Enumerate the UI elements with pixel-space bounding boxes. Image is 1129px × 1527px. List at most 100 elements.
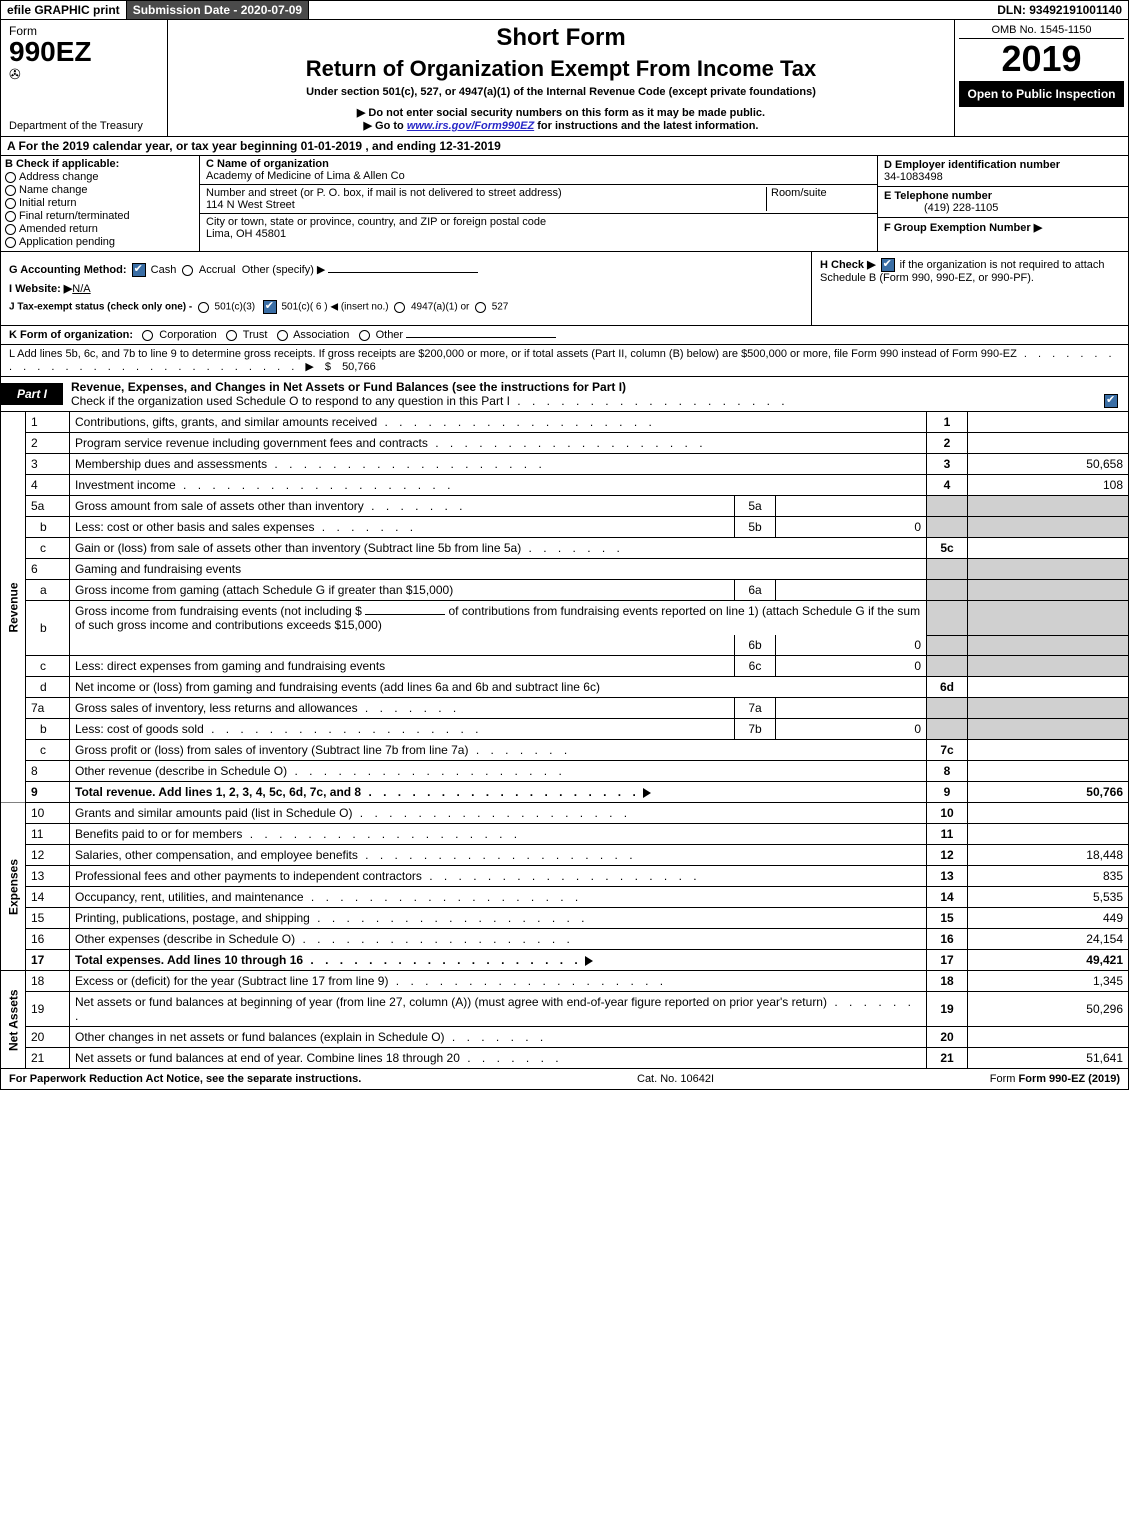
header-center: Short Form Return of Organization Exempt…	[168, 20, 955, 136]
page-footer: For Paperwork Reduction Act Notice, see …	[0, 1069, 1129, 1090]
ln-19-val: 50,296	[968, 992, 1129, 1027]
ln-6a-subval	[776, 580, 927, 601]
part1-label: Part I	[1, 383, 63, 405]
netassets-side-label: Net Assets	[1, 971, 26, 1069]
ln-1-val	[968, 412, 1129, 433]
line-g: G Accounting Method: Cash Accrual Other …	[9, 263, 803, 277]
ln-20-val	[968, 1027, 1129, 1048]
opt-final-return[interactable]: Final return/terminated	[5, 210, 195, 222]
irs-link[interactable]: www.irs.gov/Form990EZ	[407, 120, 534, 132]
form-number: 990EZ	[9, 38, 159, 66]
ln-14-box: 14	[927, 887, 968, 908]
circle-icon	[5, 198, 16, 209]
street-address: 114 N West Street	[206, 199, 295, 211]
col-b-checkboxes: B Check if applicable: Address change Na…	[1, 156, 200, 251]
check-icon	[1104, 394, 1118, 408]
top-bar: efile GRAPHIC print Submission Date - 20…	[0, 0, 1129, 20]
ln-4-desc: Investment income . . . . . . . . . . . …	[70, 475, 927, 496]
paperwork-notice: For Paperwork Reduction Act Notice, see …	[9, 1073, 361, 1085]
ln-3-desc: Membership dues and assessments . . . . …	[70, 454, 927, 475]
c-label: C Name of organization	[206, 158, 329, 170]
submission-date: Submission Date - 2020-07-09	[127, 1, 309, 19]
ln-5b-desc: Less: cost or other basis and sales expe…	[70, 517, 735, 538]
under-section: Under section 501(c), 527, or 4947(a)(1)…	[176, 86, 946, 98]
ln-6c-desc: Less: direct expenses from gaming and fu…	[70, 656, 735, 677]
circle-icon	[5, 224, 16, 235]
opt-address-change[interactable]: Address change	[5, 171, 195, 183]
short-form-title: Short Form	[176, 24, 946, 52]
opt-application-pending[interactable]: Application pending	[5, 236, 195, 248]
line-l: L Add lines 5b, 6c, and 7b to line 9 to …	[0, 345, 1129, 377]
ln-1-num: 1	[26, 412, 70, 433]
addr-label: Number and street (or P. O. box, if mail…	[206, 187, 562, 199]
check-icon	[881, 258, 895, 272]
ln-18-val: 1,345	[968, 971, 1129, 992]
ln-15-box: 15	[927, 908, 968, 929]
ein: 34-1083498	[884, 171, 943, 183]
ln-5b-subval: 0	[776, 517, 927, 538]
ln-15-val: 449	[968, 908, 1129, 929]
efile-label[interactable]: efile GRAPHIC print	[1, 1, 127, 19]
ln-5c-val	[968, 538, 1129, 559]
ln-16-box: 16	[927, 929, 968, 950]
ln-8-box: 8	[927, 761, 968, 782]
e-label: E Telephone number	[884, 190, 992, 202]
ln-14-desc: Occupancy, rent, utilities, and maintena…	[70, 887, 927, 908]
line-i: I Website: ▶N/A	[9, 282, 803, 295]
ln-1-desc: Contributions, gifts, grants, and simila…	[70, 412, 927, 433]
circle-icon	[359, 330, 370, 341]
circle-icon	[5, 211, 16, 222]
ln-12-desc: Salaries, other compensation, and employ…	[70, 845, 927, 866]
room-suite: Room/suite	[766, 187, 871, 211]
ln-7a-desc: Gross sales of inventory, less returns a…	[70, 698, 735, 719]
ln-7a-sub: 7a	[735, 698, 776, 719]
ln-20-desc: Other changes in net assets or fund bala…	[70, 1027, 927, 1048]
ln-18-box: 18	[927, 971, 968, 992]
ln-5c-desc: Gain or (loss) from sale of assets other…	[70, 538, 927, 559]
circle-icon	[277, 330, 288, 341]
ln-18-desc: Excess or (deficit) for the year (Subtra…	[70, 971, 927, 992]
expenses-side-label: Expenses	[1, 803, 26, 971]
ln-5a-sub: 5a	[735, 496, 776, 517]
no-ssn-warning: ▶ Do not enter social security numbers o…	[176, 106, 946, 119]
ln-16-desc: Other expenses (describe in Schedule O) …	[70, 929, 927, 950]
ln-4-val: 108	[968, 475, 1129, 496]
ln-6a-desc: Gross income from gaming (attach Schedul…	[70, 580, 735, 601]
shaded	[968, 496, 1129, 517]
opt-amended-return[interactable]: Amended return	[5, 223, 195, 235]
cat-no: Cat. No. 10642I	[637, 1073, 714, 1085]
ln-2-val	[968, 433, 1129, 454]
ln-6d-box: 6d	[927, 677, 968, 698]
ln-7b-sub: 7b	[735, 719, 776, 740]
ln-19-box: 19	[927, 992, 968, 1027]
ln-5a-subval	[776, 496, 927, 517]
ln-4-box: 4	[927, 475, 968, 496]
opt-name-change[interactable]: Name change	[5, 184, 195, 196]
ln-11-val	[968, 824, 1129, 845]
ln-6a-sub: 6a	[735, 580, 776, 601]
ln-6c-sub: 6c	[735, 656, 776, 677]
f-label: F Group Exemption Number ▶	[884, 222, 1042, 234]
circle-icon	[5, 237, 16, 248]
ln-10-desc: Grants and similar amounts paid (list in…	[70, 803, 927, 824]
ln-3-box: 3	[927, 454, 968, 475]
ln-10-val	[968, 803, 1129, 824]
irs-eagle-icon: ✇	[9, 66, 21, 82]
tax-year: 2019	[959, 41, 1124, 77]
opt-initial-return[interactable]: Initial return	[5, 197, 195, 209]
part1-title: Revenue, Expenses, and Changes in Net As…	[63, 377, 1128, 411]
ln-6d-val	[968, 677, 1129, 698]
form-ref: Form Form 990-EZ (2019)	[990, 1073, 1120, 1085]
entity-block: B Check if applicable: Address change Na…	[0, 156, 1129, 252]
ln-11-box: 11	[927, 824, 968, 845]
ln-9-val: 50,766	[968, 782, 1129, 803]
line-h: H Check ▶ if the organization is not req…	[811, 252, 1128, 325]
org-name: Academy of Medicine of Lima & Allen Co	[206, 170, 405, 182]
header-left: Form 990EZ ✇ Department of the Treasury	[1, 20, 168, 136]
omb-number: OMB No. 1545-1150	[959, 24, 1124, 39]
circle-icon	[475, 302, 486, 313]
ln-7c-box: 7c	[927, 740, 968, 761]
ln-13-box: 13	[927, 866, 968, 887]
part1-table: Revenue 1 Contributions, gifts, grants, …	[0, 412, 1129, 1069]
ln-15-desc: Printing, publications, postage, and shi…	[70, 908, 927, 929]
